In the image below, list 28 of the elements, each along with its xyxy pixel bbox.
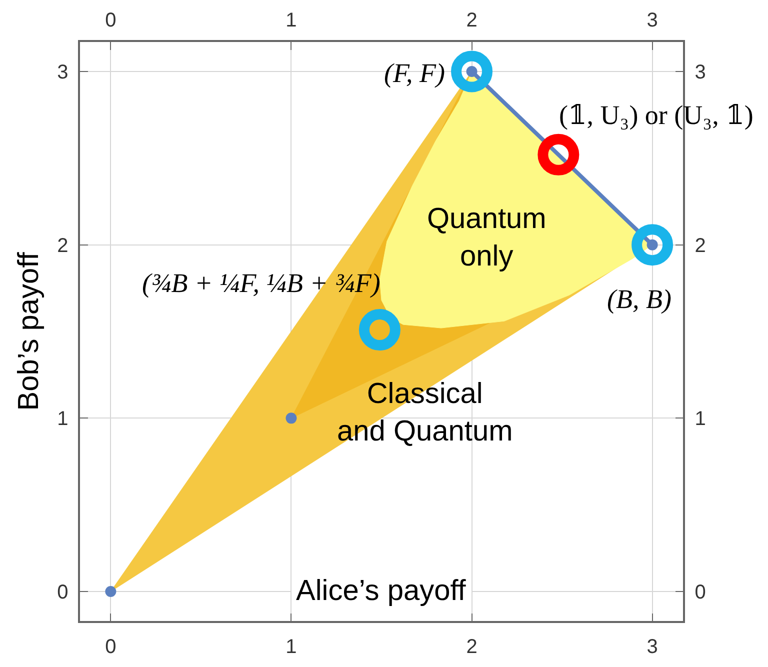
x2-tick-label: 3: [646, 636, 658, 658]
y2-tick-label: 3: [694, 61, 706, 84]
y2-tick-label: 0: [694, 582, 706, 604]
y-tick-label: 3: [57, 61, 68, 84]
point: [632, 224, 674, 266]
point: [538, 134, 580, 176]
y-tick-label: 1: [57, 408, 68, 430]
x-tick-label: 3: [646, 9, 658, 32]
point: [451, 50, 493, 92]
annotation: (¾B + ¼F, ¼B + ¾F): [142, 268, 380, 298]
x-tick-label: 0: [105, 9, 116, 32]
x-axis-title: Alice’s payoff: [296, 575, 467, 607]
point: [105, 586, 116, 598]
point: [358, 309, 400, 351]
y-tick-label: 2: [57, 234, 68, 257]
annotation: (F, F): [384, 58, 445, 88]
y-tick-label: 0: [57, 582, 68, 604]
x-tick-label: 1: [286, 9, 297, 32]
annotation: (B, B): [607, 284, 672, 314]
x2-tick-label: 2: [466, 636, 478, 658]
annotation: Quantum only: [427, 203, 546, 273]
x2-tick-label: 0: [105, 636, 116, 658]
y2-tick-label: 2: [694, 234, 706, 257]
point: [286, 412, 297, 424]
x2-tick-label: 1: [286, 636, 297, 658]
x-tick-label: 2: [466, 9, 478, 32]
y2-tick-label: 1: [694, 408, 706, 430]
y-axis-title: Bob’s payoff: [12, 251, 45, 411]
